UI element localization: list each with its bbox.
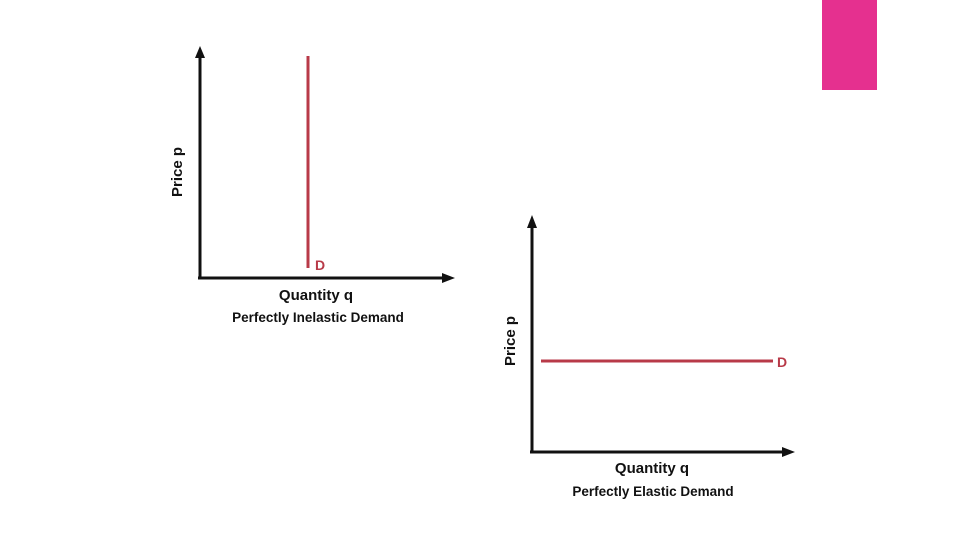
elastic-x-axis-label: Quantity q — [615, 460, 689, 477]
inelastic-y-axis-arrow — [195, 46, 205, 58]
inelastic-demand-graph: D Price p Quantity q Perfectly Inelastic… — [169, 46, 455, 325]
inelastic-x-axis-arrow — [442, 273, 455, 283]
inelastic-x-axis-label: Quantity q — [279, 287, 353, 304]
elastic-caption: Perfectly Elastic Demand — [572, 484, 733, 499]
elastic-demand-graph: D Price p Quantity q Perfectly Elastic D… — [502, 215, 795, 499]
accent-block — [822, 0, 877, 90]
elastic-x-axis-arrow — [782, 447, 795, 457]
elastic-y-axis-label: Price p — [502, 316, 519, 366]
inelastic-caption: Perfectly Inelastic Demand — [232, 310, 404, 325]
elastic-demand-curve-label: D — [777, 354, 787, 370]
inelastic-y-axis-label: Price p — [169, 147, 186, 197]
elastic-y-axis-arrow — [527, 215, 537, 228]
inelastic-demand-curve-label: D — [315, 257, 325, 273]
